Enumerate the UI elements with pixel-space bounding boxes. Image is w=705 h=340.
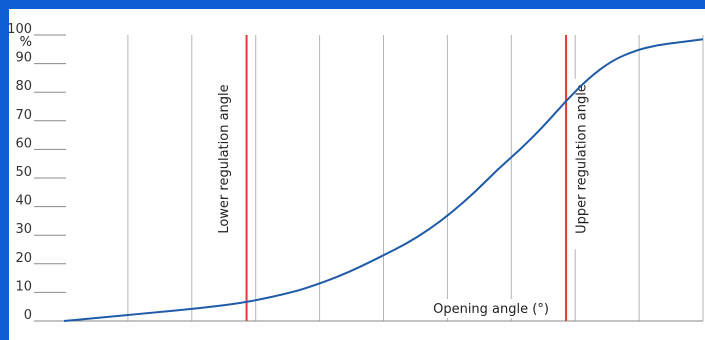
lower-regulation-label: Lower regulation angle <box>217 84 232 233</box>
line-chart: 0 10 20 30 40 50 60 70 80 90 100 Lower regulation … <box>7 22 704 323</box>
y-tick-label: 40 <box>15 194 32 209</box>
reference-lines: Lower regulation angle Upper regulation a… <box>215 35 594 321</box>
y-tick-label: 0 <box>24 308 32 323</box>
reference-label-background <box>573 79 594 249</box>
y-tick-label: 60 <box>15 136 32 151</box>
y-tick-label: 10 <box>15 279 32 294</box>
series-line <box>63 38 704 322</box>
y-tick-label: 20 <box>15 251 32 266</box>
y-tick-label: 70 <box>15 108 32 123</box>
y-tick-labels: 0 10 20 30 40 50 60 70 80 90 100 <box>7 22 703 323</box>
y-tick-label: 80 <box>15 79 32 94</box>
reference-label-background <box>215 79 236 249</box>
series-group <box>63 38 704 322</box>
upper-regulation-label: Upper regulation angle <box>575 84 590 234</box>
x-axis-label: Opening angle (°) <box>433 302 549 317</box>
y-tick-label: 50 <box>15 165 32 180</box>
chart-frame: 0 10 20 30 40 50 60 70 80 90 100 Lower regulation … <box>7 9 705 340</box>
y-tick-label: 100 <box>7 22 32 37</box>
y-tick-label: 30 <box>15 222 32 237</box>
x-axis-label-background <box>423 299 559 318</box>
grid-lines <box>127 35 704 321</box>
y-tick-label: 90 <box>15 51 32 66</box>
y-axis-unit-label: % <box>20 35 32 50</box>
